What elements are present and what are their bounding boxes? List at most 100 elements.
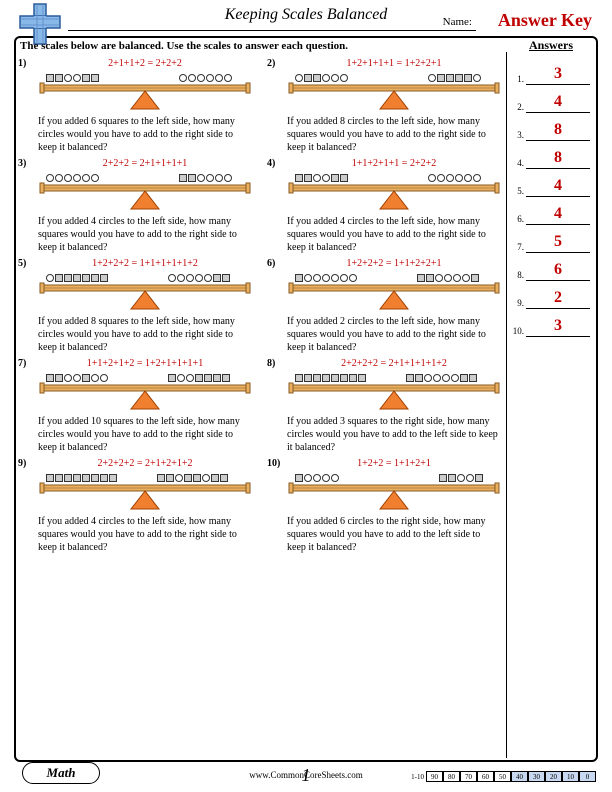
square-icon — [460, 374, 468, 382]
circle-icon — [433, 374, 441, 382]
square-icon — [417, 274, 425, 282]
answers-heading: Answers — [506, 38, 596, 53]
answer-value: 4 — [554, 93, 562, 111]
answer-blank: 2 — [526, 289, 590, 309]
circle-icon — [331, 274, 339, 282]
square-icon — [213, 374, 221, 382]
square-icon — [100, 474, 108, 482]
answer-row: 4.8 — [512, 141, 590, 169]
question: 6)1+2+2+2 = 1+1+2+2+1If you added 2 circ… — [267, 258, 508, 354]
circle-icon — [197, 74, 205, 82]
square-icon — [179, 174, 187, 182]
equation: 1+2+1+1+1 = 1+2+2+1 — [285, 58, 503, 69]
square-icon — [295, 374, 303, 382]
circle-icon — [206, 74, 214, 82]
questions-grid: 1)2+1+1+2 = 2+2+2If you added 6 squares … — [18, 58, 508, 554]
answer-value: 5 — [554, 233, 562, 251]
score-cell: 50 — [494, 771, 511, 782]
balance-scale — [285, 271, 503, 311]
circle-icon — [428, 174, 436, 182]
circle-icon — [424, 374, 432, 382]
square-icon — [222, 374, 230, 382]
answer-num: 4. — [512, 158, 526, 169]
question-text: If you added 4 circles to the left side,… — [36, 515, 254, 554]
square-icon — [406, 374, 414, 382]
question: 7)1+1+2+1+2 = 1+2+1+1+1+1If you added 10… — [18, 358, 259, 454]
square-icon — [46, 374, 54, 382]
question: 9)2+2+2+2 = 2+1+2+1+2If you added 4 circ… — [18, 458, 259, 554]
question: 2)1+2+1+1+1 = 1+2+2+1If you added 8 circ… — [267, 58, 508, 154]
square-icon — [188, 174, 196, 182]
question-text: If you added 2 circles to the left side,… — [285, 315, 503, 354]
square-icon — [82, 274, 90, 282]
square-icon — [73, 474, 81, 482]
question-text: If you added 8 circles to the left side,… — [285, 115, 503, 154]
circle-icon — [186, 274, 194, 282]
question-number: 7) — [18, 358, 36, 369]
circle-icon — [206, 174, 214, 182]
answer-blank: 4 — [526, 205, 590, 225]
answer-value: 6 — [554, 261, 562, 279]
answer-row: 5.4 — [512, 169, 590, 197]
score-cell: 70 — [460, 771, 477, 782]
question-text: If you added 3 squares to the right side… — [285, 415, 503, 454]
answer-value: 4 — [554, 205, 562, 223]
square-icon — [166, 474, 174, 482]
answer-row: 2.4 — [512, 85, 590, 113]
answer-blank: 3 — [526, 65, 590, 85]
circle-icon — [313, 474, 321, 482]
circle-icon — [464, 174, 472, 182]
circle-icon — [195, 274, 203, 282]
answer-num: 7. — [512, 242, 526, 253]
balance-scale — [285, 471, 503, 511]
square-icon — [304, 174, 312, 182]
circle-icon — [313, 174, 321, 182]
circle-icon — [64, 74, 72, 82]
square-icon — [73, 274, 81, 282]
circle-icon — [188, 74, 196, 82]
equation: 2+2+2+2 = 2+1+1+1+1+2 — [285, 358, 503, 369]
square-icon — [295, 474, 303, 482]
equation: 1+2+2 = 1+1+2+1 — [285, 458, 503, 469]
square-icon — [91, 74, 99, 82]
question-text: If you added 8 squares to the left side,… — [36, 315, 254, 354]
question: 4)1+1+2+1+1 = 2+2+2If you added 4 circle… — [267, 158, 508, 254]
square-icon — [295, 174, 303, 182]
circle-icon — [224, 74, 232, 82]
square-icon — [55, 374, 63, 382]
answer-num: 3. — [512, 130, 526, 141]
answer-value: 8 — [554, 121, 562, 139]
score-cell: 30 — [528, 771, 545, 782]
circle-icon — [64, 174, 72, 182]
circle-icon — [215, 174, 223, 182]
balance-scale — [285, 171, 503, 211]
answer-row: 3.8 — [512, 113, 590, 141]
answer-num: 9. — [512, 298, 526, 309]
circle-icon — [55, 174, 63, 182]
square-icon — [100, 274, 108, 282]
square-icon — [193, 474, 201, 482]
circle-icon — [202, 474, 210, 482]
balance-scale — [36, 471, 254, 511]
name-label: Name: — [443, 16, 472, 28]
answer-num: 8. — [512, 270, 526, 281]
score-strip: 1-10 9080706050403020100 — [411, 771, 596, 782]
square-icon — [475, 474, 483, 482]
answer-row: 8.6 — [512, 253, 590, 281]
circle-icon — [331, 74, 339, 82]
circle-icon — [331, 474, 339, 482]
square-icon — [446, 74, 454, 82]
question-text: If you added 10 squares to the left side… — [36, 415, 254, 454]
question: 1)2+1+1+2 = 2+2+2If you added 6 squares … — [18, 58, 259, 154]
circle-icon — [442, 374, 450, 382]
circle-icon — [455, 174, 463, 182]
circle-icon — [437, 174, 445, 182]
circle-icon — [435, 274, 443, 282]
answer-num: 2. — [512, 102, 526, 113]
question-number: 6) — [267, 258, 285, 269]
equation: 1+2+2+2 = 1+1+1+1+1+2 — [36, 258, 254, 269]
balance-scale — [285, 71, 503, 111]
square-icon — [331, 174, 339, 182]
circle-icon — [197, 174, 205, 182]
square-icon — [471, 274, 479, 282]
